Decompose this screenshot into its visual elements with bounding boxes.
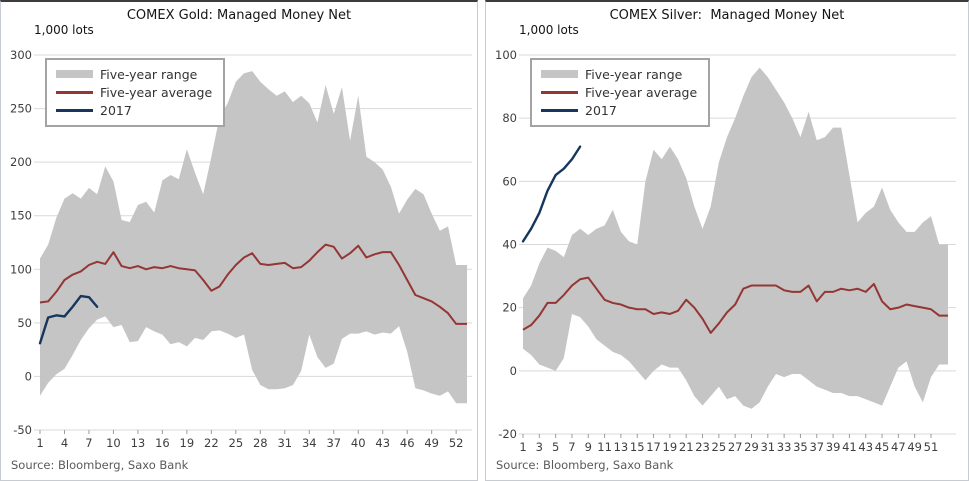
svg-text:46: 46 <box>400 436 415 450</box>
svg-text:150: 150 <box>10 209 32 223</box>
svg-text:21: 21 <box>679 440 694 454</box>
svg-text:19: 19 <box>180 436 195 450</box>
svg-text:27: 27 <box>728 440 743 454</box>
svg-text:11: 11 <box>597 440 612 454</box>
silver-source-note: Source: Bloomberg, Saxo Bank <box>496 458 674 472</box>
svg-text:300: 300 <box>10 48 32 62</box>
svg-text:41: 41 <box>842 440 857 454</box>
svg-text:3: 3 <box>536 440 543 454</box>
gold-plot-area: 300 250 200 150 100 50 0 -50 1 4 7 10 13 16 19 22 25 28 31… <box>10 48 472 450</box>
svg-text:0: 0 <box>25 369 32 383</box>
svg-text:34: 34 <box>302 436 317 450</box>
legend-label-2017: 2017 <box>100 102 132 118</box>
svg-text:23: 23 <box>695 440 710 454</box>
svg-text:25: 25 <box>229 436 244 450</box>
gold-chart-title: COMEX Gold: Managed Money Net <box>126 8 352 23</box>
svg-text:39: 39 <box>826 440 841 454</box>
svg-text:-50: -50 <box>13 423 32 437</box>
svg-text:-20: -20 <box>498 427 517 441</box>
svg-text:40: 40 <box>351 436 366 450</box>
gold-chart-panel: COMEX Gold: Managed Money Net 1,000 lots… <box>0 0 478 481</box>
silver-chart-panel: COMEX Silver: Managed Money Net 1,000 lo… <box>485 0 969 481</box>
svg-text:37: 37 <box>809 440 824 454</box>
legend-label-2017: 2017 <box>585 102 617 118</box>
silver-legend: Five-year range Five-year average 2017 <box>530 58 711 127</box>
svg-text:17: 17 <box>646 440 661 454</box>
legend-item-average: Five-year average <box>56 84 212 100</box>
gold-source-note: Source: Bloomberg, Saxo Bank <box>11 458 189 472</box>
svg-text:15: 15 <box>630 440 645 454</box>
svg-text:13: 13 <box>614 440 629 454</box>
gold-legend: Five-year range Five-year average 2017 <box>45 58 226 127</box>
legend-label-range: Five-year range <box>585 66 683 82</box>
svg-text:49: 49 <box>907 440 922 454</box>
svg-text:13: 13 <box>131 436 146 450</box>
svg-text:7: 7 <box>568 440 575 454</box>
svg-text:80: 80 <box>502 111 517 125</box>
svg-text:31: 31 <box>760 440 775 454</box>
svg-text:0: 0 <box>510 364 517 378</box>
svg-text:22: 22 <box>204 436 219 450</box>
svg-text:50: 50 <box>17 316 32 330</box>
svg-text:43: 43 <box>375 436 390 450</box>
svg-text:19: 19 <box>663 440 678 454</box>
line-2017-swatch-icon <box>56 108 93 112</box>
svg-text:35: 35 <box>793 440 808 454</box>
average-line-swatch-icon <box>541 90 578 94</box>
svg-text:250: 250 <box>10 102 32 116</box>
svg-text:37: 37 <box>326 436 341 450</box>
svg-text:28: 28 <box>253 436 268 450</box>
legend-item-2017: 2017 <box>541 102 697 118</box>
svg-text:100: 100 <box>495 48 517 62</box>
svg-text:29: 29 <box>744 440 759 454</box>
svg-text:52: 52 <box>449 436 464 450</box>
svg-text:1: 1 <box>36 436 43 450</box>
legend-label-average: Five-year average <box>585 84 698 100</box>
legend-item-2017: 2017 <box>56 102 212 118</box>
svg-text:10: 10 <box>106 436 121 450</box>
average-line-swatch-icon <box>56 90 93 94</box>
svg-text:60: 60 <box>502 174 517 188</box>
svg-text:16: 16 <box>155 436 170 450</box>
line-2017-swatch-icon <box>541 108 578 112</box>
svg-text:45: 45 <box>875 440 890 454</box>
svg-text:40: 40 <box>502 238 517 252</box>
svg-text:20: 20 <box>502 301 517 315</box>
svg-text:51: 51 <box>924 440 939 454</box>
legend-item-range: Five-year range <box>541 66 697 82</box>
svg-text:100: 100 <box>10 262 32 276</box>
svg-text:4: 4 <box>61 436 68 450</box>
svg-text:7: 7 <box>85 436 92 450</box>
svg-text:200: 200 <box>10 155 32 169</box>
silver-units-label: 1,000 lots <box>519 23 579 37</box>
svg-text:31: 31 <box>277 436 292 450</box>
svg-text:9: 9 <box>585 440 592 454</box>
legend-item-range: Five-year range <box>56 66 212 82</box>
svg-text:33: 33 <box>777 440 792 454</box>
legend-label-range: Five-year range <box>100 66 198 82</box>
range-swatch-icon <box>56 70 93 78</box>
range-swatch-icon <box>541 70 578 78</box>
gold-units-label: 1,000 lots <box>34 23 94 37</box>
svg-text:49: 49 <box>424 436 439 450</box>
svg-text:47: 47 <box>891 440 906 454</box>
svg-text:1: 1 <box>519 440 526 454</box>
legend-item-average: Five-year average <box>541 84 697 100</box>
svg-text:5: 5 <box>552 440 559 454</box>
svg-text:25: 25 <box>712 440 727 454</box>
silver-chart-title: COMEX Silver: Managed Money Net <box>609 8 845 23</box>
legend-label-average: Five-year average <box>100 84 213 100</box>
svg-text:43: 43 <box>858 440 873 454</box>
